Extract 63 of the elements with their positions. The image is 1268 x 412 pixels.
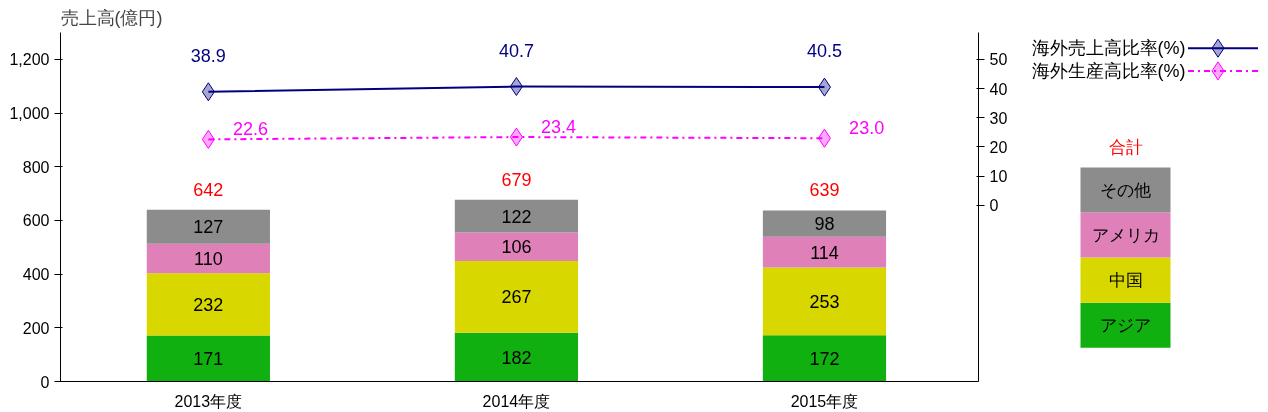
text: アジア	[1100, 315, 1151, 335]
y-tick-label: 1,200	[9, 51, 50, 69]
y-tick-label: 0	[40, 373, 50, 391]
y-tick-label: 800	[22, 158, 50, 176]
bar	[146, 243, 270, 274]
bar	[454, 260, 579, 333]
data-label: 40.5	[806, 41, 842, 62]
y2-tick-label: 0	[989, 197, 999, 215]
data-label: 23.4	[541, 117, 577, 138]
data-label: 38.9	[190, 45, 226, 66]
point	[817, 77, 831, 97]
bar	[762, 267, 887, 336]
bar	[762, 236, 887, 268]
data-label: 171	[193, 349, 224, 370]
y-tick-label: 400	[22, 266, 50, 284]
y-axis-title: 売上高(億円)	[60, 7, 163, 28]
data-label: 23.0	[849, 118, 885, 139]
data-label: 127	[193, 217, 224, 238]
bar	[762, 210, 887, 237]
total-label: 679	[501, 169, 532, 190]
point	[817, 128, 831, 148]
y2-tick-label: 20	[989, 138, 1008, 156]
point	[509, 127, 523, 147]
data-label: 40.7	[498, 40, 534, 61]
text: その他	[1100, 180, 1151, 200]
bar	[454, 332, 579, 382]
data-label: 98	[814, 214, 835, 235]
total-label: 642	[193, 179, 224, 200]
bar	[146, 273, 270, 336]
data-label: 232	[193, 294, 224, 315]
point	[201, 82, 215, 102]
text: アメリカ	[1091, 225, 1160, 245]
data-label: 22.6	[233, 119, 269, 140]
legend-title: 合計	[1108, 138, 1143, 158]
y-tick-label: 600	[22, 212, 50, 230]
data-label: 106	[501, 237, 532, 258]
x-tick-label: 2013年度	[174, 392, 243, 410]
bar	[146, 335, 270, 382]
bar	[454, 199, 579, 233]
total-label: 639	[809, 180, 840, 201]
y2-tick-label: 30	[989, 109, 1008, 127]
bar	[762, 335, 887, 382]
y2-tick-label: 40	[989, 80, 1008, 98]
data-label: 267	[501, 287, 532, 308]
data-label: 114	[810, 242, 839, 263]
legend-label: 海外生産高比率(%)	[1031, 60, 1186, 81]
bar	[146, 209, 270, 244]
y2-tick-label: 10	[989, 168, 1008, 186]
x-tick-label: 2015年度	[790, 392, 859, 410]
y-tick-label: 200	[22, 319, 50, 337]
y2-tick-label: 50	[989, 51, 1008, 69]
point	[509, 77, 523, 97]
y-tick-label: 1,000	[9, 105, 50, 123]
data-label: 110	[194, 249, 223, 270]
data-label: 172	[809, 348, 840, 369]
data-label: 182	[501, 347, 532, 368]
text: 中国	[1108, 270, 1143, 290]
legend-label: 海外売上高比率(%)	[1031, 38, 1186, 59]
x-tick-label: 2014年度	[482, 392, 551, 410]
data-label: 122	[501, 206, 532, 227]
bar	[454, 232, 579, 261]
data-label: 253	[809, 291, 840, 312]
point	[201, 129, 215, 149]
